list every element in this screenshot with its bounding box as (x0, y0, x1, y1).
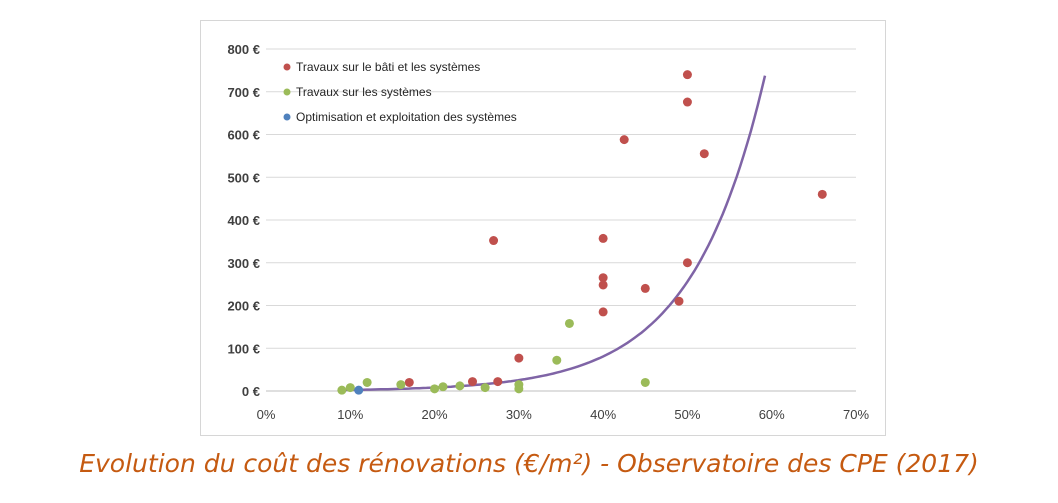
legend-label-2: Travaux sur les systèmes (296, 85, 432, 99)
data-point-series-2 (552, 355, 562, 365)
x-tick-label: 40% (590, 407, 616, 422)
data-point-series-2 (640, 377, 650, 387)
data-point-series-1 (817, 189, 827, 199)
data-points (337, 70, 827, 395)
y-tick-label: 400 € (227, 213, 260, 228)
x-tick-label: 0% (257, 407, 276, 422)
x-axis-ticks: 0% 10% 20% 30% 40% 50% 60% 70% (257, 407, 870, 422)
data-point-series-2 (514, 384, 524, 394)
data-point-series-1 (404, 377, 414, 387)
data-point-series-1 (598, 280, 608, 290)
legend-label-3: Optimisation et exploitation des système… (296, 110, 517, 124)
data-point-series-1 (619, 135, 629, 145)
data-point-series-1 (489, 236, 499, 246)
data-point-series-2 (430, 384, 440, 394)
y-tick-label: 800 € (227, 42, 260, 57)
legend-marker-3 (283, 113, 291, 121)
y-tick-label: 100 € (227, 341, 260, 356)
chart-frame: 0 € 100 € 200 € 300 € 400 € 500 € 600 € 700 € 80… (200, 20, 886, 436)
data-point-series-2 (564, 318, 574, 328)
y-tick-label: 0 € (242, 384, 260, 399)
x-tick-label: 20% (422, 407, 448, 422)
data-point-series-1 (682, 70, 692, 80)
legend: Travaux sur le bâti et les systèmes Trava… (283, 60, 517, 124)
data-point-series-2 (455, 381, 465, 391)
legend-marker-1 (283, 63, 291, 71)
y-tick-label: 200 € (227, 299, 260, 314)
trendline-curve (341, 75, 767, 392)
data-point-series-1 (598, 307, 608, 317)
scatter-chart: 0 € 100 € 200 € 300 € 400 € 500 € 600 € 700 € 80… (227, 42, 870, 422)
y-axis-ticks: 0 € 100 € 200 € 300 € 400 € 500 € 600 € 700 € 80… (227, 42, 260, 399)
x-tick-label: 30% (506, 407, 532, 422)
data-point-series-1 (699, 149, 709, 159)
legend-marker-2 (283, 88, 291, 96)
trendline (341, 75, 767, 392)
x-tick-label: 70% (843, 407, 869, 422)
data-point-series-1 (493, 377, 503, 387)
data-point-series-2 (480, 383, 490, 393)
data-point-series-1 (514, 353, 524, 363)
data-point-series-2 (438, 382, 448, 392)
data-point-series-1 (468, 377, 477, 387)
data-point-series-2 (345, 383, 355, 393)
y-tick-label: 700 € (227, 85, 260, 100)
data-point-series-3 (354, 385, 364, 395)
data-point-series-1 (598, 273, 608, 283)
data-point-series-1 (682, 97, 692, 107)
figure-caption: Evolution du coût des rénovations (€/m²)… (79, 449, 979, 478)
gridlines (266, 48, 856, 392)
data-point-series-1 (598, 233, 608, 243)
y-tick-label: 500 € (227, 170, 260, 185)
data-point-series-1 (682, 258, 692, 268)
y-tick-label: 600 € (227, 128, 260, 143)
data-point-series-1 (640, 283, 650, 293)
x-tick-label: 60% (759, 407, 785, 422)
x-tick-label: 50% (674, 407, 700, 422)
legend-label-1: Travaux sur le bâti et les systèmes (296, 60, 480, 74)
data-point-series-1 (674, 296, 684, 306)
data-point-series-2 (337, 385, 347, 395)
x-tick-label: 10% (337, 407, 363, 422)
data-point-series-2 (362, 377, 372, 387)
data-point-series-2 (396, 380, 406, 390)
y-tick-label: 300 € (227, 256, 260, 271)
